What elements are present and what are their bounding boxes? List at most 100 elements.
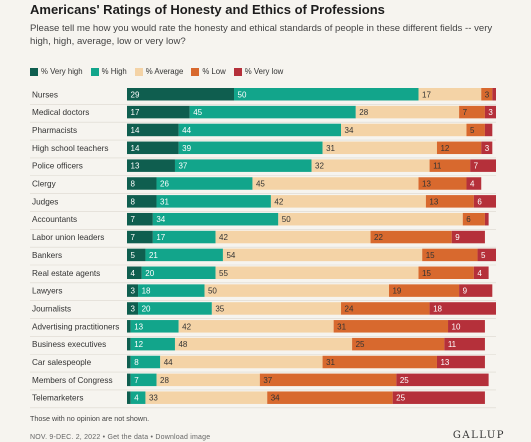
data-label: 17	[131, 108, 140, 117]
bar-segment	[481, 141, 493, 155]
data-label: 37	[263, 376, 272, 385]
data-label: 15	[422, 269, 431, 278]
bar-segment	[466, 123, 485, 137]
bar-segment	[174, 337, 353, 351]
legend-label: % Low	[202, 67, 226, 76]
data-label: 6	[477, 197, 482, 206]
bar-segment	[204, 284, 389, 297]
bar-segment	[145, 391, 268, 404]
data-label: 32	[315, 162, 324, 171]
data-label: 5	[131, 251, 136, 260]
data-label: 5	[481, 251, 486, 260]
data-label: 31	[326, 358, 335, 367]
data-label: 19	[392, 287, 401, 296]
data-label: 54	[226, 251, 235, 260]
legend-swatch	[191, 67, 200, 76]
download-image-link[interactable]: Download image	[155, 434, 211, 441]
bar-segment	[459, 105, 485, 119]
footer: NOV. 9-DEC. 2, 2022 • Get the data • Dow…	[30, 434, 210, 441]
bar-segment	[352, 337, 445, 351]
data-label: 14	[131, 144, 140, 153]
legend-swatch	[30, 67, 38, 76]
bar-segment	[459, 284, 493, 297]
data-label: 9	[463, 287, 468, 296]
bar-segment	[259, 373, 397, 387]
chart-subtitle: Please tell me how you would rate the ho…	[30, 23, 493, 47]
data-label: 7	[131, 233, 136, 242]
bar-segment	[444, 337, 485, 351]
data-label: 34	[156, 215, 165, 224]
bar-segment	[473, 266, 489, 279]
data-label: 35	[215, 304, 224, 313]
bar-segment	[215, 230, 371, 244]
data-label: 3	[485, 90, 490, 99]
bar-segment	[466, 177, 482, 190]
data-label: 39	[182, 144, 191, 153]
bar-segment	[127, 355, 131, 369]
category-label: Business executives	[32, 340, 106, 349]
data-label: 7	[134, 376, 139, 385]
data-label: 7	[131, 215, 136, 224]
bar-segment	[429, 159, 471, 172]
bar-segment	[418, 88, 482, 101]
legend-label: % High	[101, 67, 127, 76]
data-label: 42	[274, 197, 283, 206]
category-label: Nurses	[32, 90, 58, 99]
data-label: 25	[396, 394, 405, 403]
footer-separator: •	[102, 434, 106, 441]
data-label: 37	[178, 162, 187, 171]
bar-segment	[127, 159, 175, 172]
bar-segment	[484, 123, 493, 137]
bar-segment	[178, 320, 334, 333]
data-label: 55	[219, 269, 228, 278]
data-label: 13	[131, 162, 140, 171]
bar-segment	[127, 302, 139, 315]
bar-segment	[222, 248, 423, 262]
data-label: 15	[426, 251, 435, 260]
get-data-link[interactable]: Get the data	[107, 434, 149, 441]
data-label: 29	[131, 90, 140, 99]
bar-segment	[141, 266, 216, 279]
data-label: 34	[271, 394, 280, 403]
bar-segment	[451, 230, 485, 244]
legend-swatch	[90, 67, 99, 76]
data-label: 3	[131, 287, 136, 296]
data-label: 5	[470, 126, 475, 135]
data-label: 13	[429, 197, 438, 206]
gallup-logo: GALLUP	[452, 430, 505, 441]
bar-segment	[484, 105, 496, 119]
legend-item: % Low	[191, 67, 226, 76]
legend-swatch	[233, 67, 242, 76]
bar-segment	[130, 337, 175, 351]
data-label: 3	[488, 108, 493, 117]
bar-segment	[174, 159, 312, 172]
bar-segment	[436, 355, 485, 369]
category-label: Accountants	[32, 215, 77, 224]
bar-segment	[130, 373, 157, 387]
bar-segment	[477, 248, 496, 262]
data-label: 50	[238, 90, 247, 99]
bar-segment	[436, 141, 482, 155]
bar-segment	[189, 105, 356, 119]
bar-segment	[130, 355, 161, 369]
data-label: 18	[142, 287, 151, 296]
bar-segment	[130, 391, 146, 404]
category-label: Car salespeople	[32, 358, 92, 367]
bar-segment	[127, 248, 146, 262]
category-label: Pharmacists	[32, 126, 77, 135]
bar-segment	[127, 123, 179, 137]
data-label: 7	[463, 108, 468, 117]
bar-segment	[278, 212, 463, 226]
category-label: High school teachers	[32, 144, 108, 153]
bar-segment	[492, 88, 496, 101]
bar-segment	[422, 248, 478, 262]
category-label: Medical doctors	[32, 108, 89, 117]
category-label: Journalists	[32, 304, 71, 313]
data-label: 18	[433, 304, 442, 313]
bar-segment	[252, 177, 419, 190]
bar-segment	[333, 320, 449, 333]
bar-segment	[127, 320, 131, 333]
bar-segment	[429, 302, 496, 315]
data-label: 21	[149, 251, 158, 260]
bar-segment	[178, 141, 323, 155]
